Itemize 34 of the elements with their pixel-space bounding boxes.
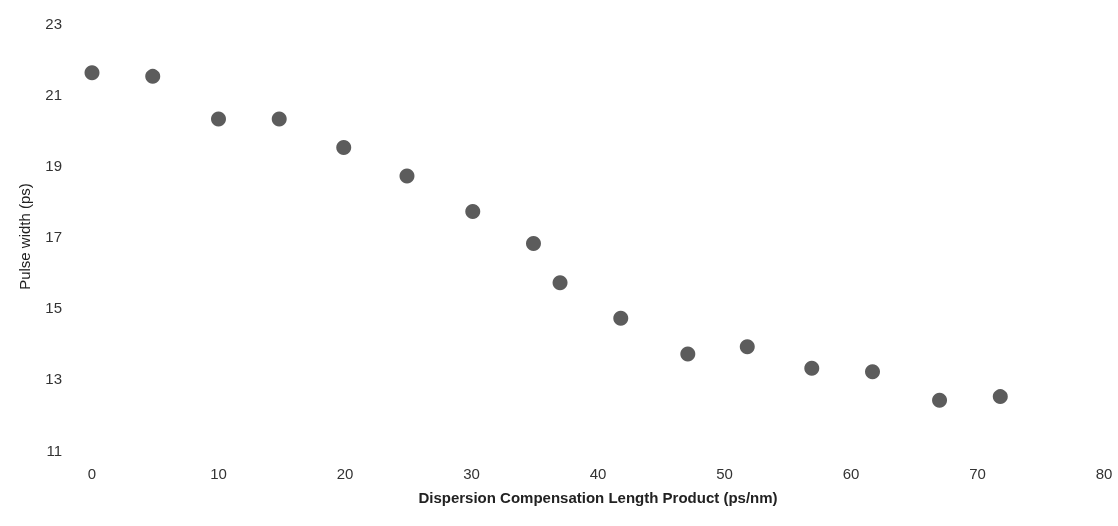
- y-tick-label: 17: [45, 228, 62, 245]
- point: [552, 275, 568, 291]
- point: [680, 346, 696, 362]
- point: [336, 140, 352, 156]
- point: [992, 389, 1008, 405]
- y-tick-label: 15: [45, 299, 62, 317]
- point: [865, 364, 881, 380]
- point: [526, 236, 541, 252]
- point: [613, 310, 629, 326]
- point: [739, 339, 755, 355]
- point: [145, 68, 161, 84]
- x-tick-label: 50: [716, 465, 733, 482]
- point: [465, 204, 481, 220]
- y-tick-label: 13: [45, 370, 62, 388]
- x-tick-label: 20: [336, 465, 354, 482]
- point: [804, 360, 820, 376]
- x-tick-label: 80: [1095, 465, 1113, 482]
- x-tick-label: 60: [842, 465, 860, 482]
- y-axis-title: Pulse width (ps): [16, 183, 33, 290]
- point: [399, 168, 415, 184]
- y-tick-label: 19: [45, 156, 62, 174]
- y-tick-label: 23: [45, 14, 62, 32]
- x-tick-label: 10: [210, 465, 227, 482]
- point: [84, 65, 100, 81]
- x-tick-label: 30: [463, 465, 480, 482]
- x-tick-label: 70: [969, 465, 986, 482]
- point: [932, 392, 948, 408]
- point: [211, 111, 226, 127]
- y-tick-label: 11: [46, 441, 62, 459]
- x-tick-label: 40: [589, 465, 607, 482]
- y-tick-label: 21: [45, 85, 62, 103]
- point: [271, 111, 287, 127]
- x-axis-title: Dispersion Compensation Length Product (ps/nm): [418, 489, 778, 506]
- x-tick-label: 0: [87, 465, 97, 482]
